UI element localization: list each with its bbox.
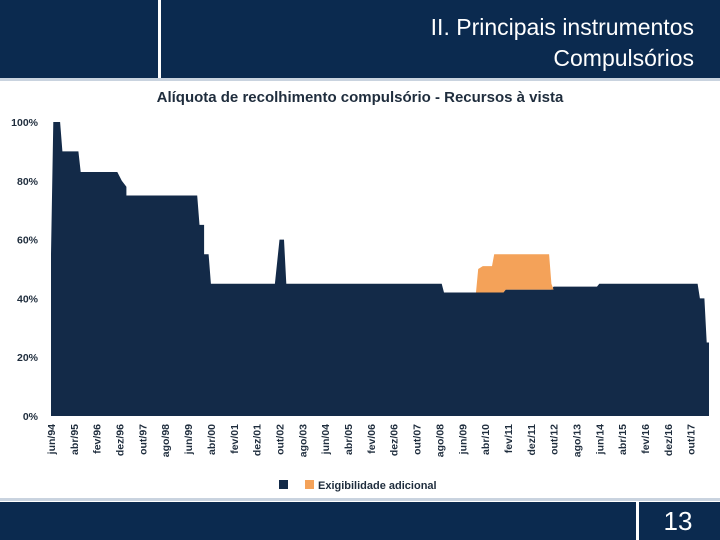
x-tick-label: out/97 [137, 424, 149, 455]
y-tick-label: 80% [17, 176, 39, 188]
x-tick-label: out/02 [275, 424, 287, 455]
x-tick-label: fev/06 [366, 424, 378, 454]
y-tick-label: 40% [17, 293, 39, 305]
slide-title-line1: II. Principais instrumentos [430, 14, 694, 40]
x-tick-label: jun/94 [46, 424, 58, 456]
x-tick-label: abr/00 [206, 424, 218, 455]
x-tick-label: ago/03 [297, 424, 309, 457]
x-tick-label: ago/13 [572, 424, 584, 457]
y-tick-label: 20% [17, 352, 39, 364]
chart: Alíquota de recolhimento compulsório - R… [11, 89, 709, 492]
x-tick-label: dez/06 [389, 424, 401, 456]
x-tick-label: fev/01 [229, 424, 241, 454]
header-divider [0, 78, 720, 81]
legend: Exigibilidade adicional [279, 480, 437, 492]
x-tick-label: dez/01 [252, 424, 264, 456]
y-tick-label: 0% [23, 411, 39, 423]
footer-separator [636, 502, 639, 540]
x-tick-label: dez/96 [115, 424, 127, 456]
page-number: 13 [663, 506, 693, 536]
footer-bar: 13 [0, 502, 720, 540]
legend-swatch-base [279, 480, 288, 489]
x-tick-label: dez/11 [526, 424, 538, 456]
x-tick-label: jun/99 [183, 424, 195, 456]
x-tick-label: abr/10 [480, 424, 492, 455]
x-axis: jun/94 abr/95 fev/96 dez/96 out/97 ago/98 jun/… [46, 424, 698, 457]
header-bar: II. Principais instrumentos Compulsórios [0, 0, 720, 78]
x-tick-label: abr/05 [343, 424, 355, 455]
x-tick-label: ago/98 [160, 424, 172, 457]
header-left-block [0, 0, 161, 78]
additional-rate-area [476, 254, 554, 293]
x-tick-label: ago/08 [434, 424, 446, 457]
slide-title: II. Principais instrumentos Compulsórios [431, 12, 694, 74]
x-tick-label: jun/14 [594, 424, 606, 456]
x-tick-label: abr/15 [617, 424, 629, 455]
y-tick-label: 100% [11, 117, 39, 129]
x-tick-label: fev/11 [503, 424, 515, 453]
chart-title: Alíquota de recolhimento compulsório - R… [157, 89, 564, 106]
x-tick-label: abr/95 [69, 424, 81, 455]
legend-swatch-additional [305, 480, 314, 489]
x-tick-label: out/17 [686, 424, 698, 455]
base-rate-area [51, 122, 709, 416]
x-tick-label: fev/16 [640, 424, 652, 454]
x-tick-label: out/12 [549, 424, 561, 455]
y-tick-label: 60% [17, 235, 39, 247]
x-tick-label: jun/04 [320, 424, 332, 456]
slide-title-line2: Compulsórios [553, 45, 694, 71]
x-tick-label: fev/96 [92, 424, 104, 454]
y-axis: 0% 20% 40% 60% 80% 100% [11, 117, 39, 423]
x-tick-label: out/07 [412, 424, 424, 455]
x-tick-label: jun/09 [457, 424, 469, 456]
x-tick-label: dez/16 [663, 424, 675, 456]
footer-divider [0, 498, 720, 501]
legend-label-additional: Exigibilidade adicional [318, 480, 437, 492]
